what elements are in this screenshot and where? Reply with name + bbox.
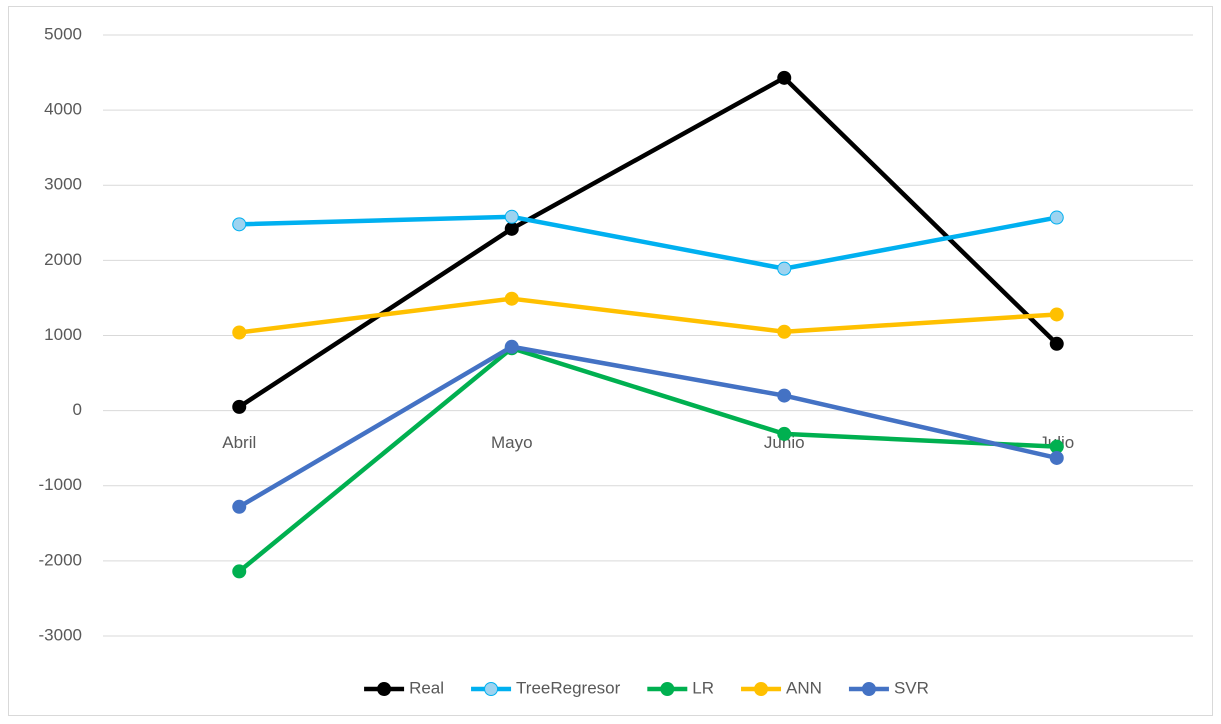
y-tick-label: 3000 — [44, 175, 82, 194]
marker — [777, 261, 792, 276]
marker — [777, 426, 792, 441]
series-line — [239, 214, 1058, 271]
legend-item: TreeRegresor — [471, 678, 621, 697]
series-line — [238, 344, 1058, 509]
legend-label: TreeRegresor — [516, 678, 621, 697]
marker — [1049, 210, 1064, 225]
y-tick-label: 0 — [73, 400, 82, 419]
legend-label: ANN — [786, 678, 822, 697]
chart-border — [8, 6, 1213, 716]
marker — [232, 499, 247, 514]
marker — [777, 324, 792, 339]
marker — [777, 70, 792, 85]
legend-marker — [754, 682, 769, 696]
marker — [1049, 450, 1064, 465]
y-tick-label: 5000 — [44, 24, 82, 43]
marker — [232, 217, 247, 232]
marker — [777, 388, 792, 403]
y-tick-label: 4000 — [44, 100, 82, 119]
legend-label: Real — [409, 678, 444, 697]
legend-marker — [660, 682, 675, 696]
y-tick-label: -3000 — [39, 625, 82, 644]
x-tick-label: Junio — [764, 433, 805, 452]
x-tick-label: Abril — [222, 433, 256, 452]
marker — [232, 399, 247, 414]
legend-marker — [484, 682, 499, 696]
marker — [232, 564, 247, 579]
legend-label: LR — [692, 678, 714, 697]
legend-item: ANN — [741, 678, 822, 697]
marker — [1049, 336, 1064, 351]
y-tick-label: 1000 — [44, 325, 82, 344]
marker — [504, 291, 519, 306]
x-tick-label: Mayo — [491, 433, 533, 452]
y-tick-label: -1000 — [39, 475, 82, 494]
marker — [504, 209, 519, 224]
series-line — [237, 346, 1057, 574]
legend-item: SVR — [848, 678, 929, 697]
y-tick-label: 2000 — [44, 250, 82, 269]
y-tick-label: -2000 — [39, 550, 82, 569]
marker — [232, 325, 247, 340]
legend-marker — [377, 682, 392, 696]
marker — [1049, 307, 1064, 322]
marker — [504, 339, 519, 354]
legend-item: Real — [364, 678, 444, 697]
marker — [504, 221, 519, 236]
legend-label: SVR — [894, 678, 929, 697]
series-line — [238, 296, 1057, 335]
legend-marker — [861, 682, 876, 696]
legend-item: LR — [647, 678, 714, 697]
